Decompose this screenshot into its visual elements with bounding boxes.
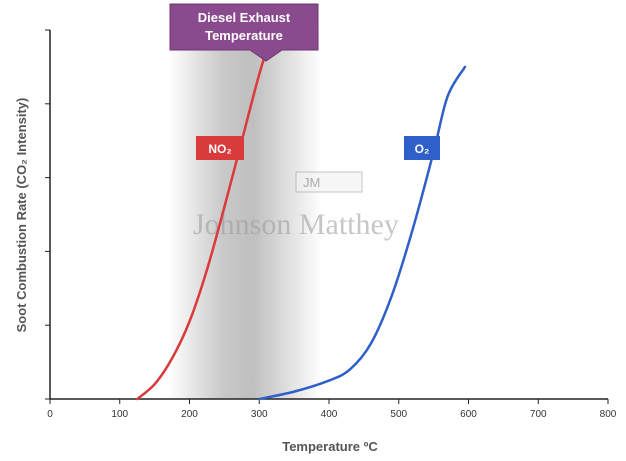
series-layer <box>135 28 467 401</box>
x-tick-label-100: 100 <box>111 409 128 420</box>
x-tick-label-200: 200 <box>181 409 198 420</box>
exhaust-temperature-band <box>168 28 323 399</box>
o2-badge-label: O₂ <box>415 142 430 156</box>
o2-series-badge: O₂ <box>404 136 440 160</box>
watermark-logo-text: JM <box>303 175 320 190</box>
x-tick-label-800: 800 <box>600 409 617 420</box>
x-tick-label-400: 400 <box>321 409 338 420</box>
no2-series-badge: NO₂ <box>196 136 244 160</box>
banner-label-line-2: Temperature <box>205 28 283 43</box>
series-line-1 <box>258 65 467 401</box>
diesel-exhaust-banner: Diesel Exhaust Temperature <box>169 3 319 62</box>
x-ticks: 0 100 200 300 400 500 600 700 800 <box>47 399 617 420</box>
x-tick-label-700: 700 <box>530 409 547 420</box>
banner-shape <box>169 3 319 62</box>
banner-label-line-1: Diesel Exhaust <box>198 10 291 25</box>
y-ticks <box>45 29 50 400</box>
y-axis-title: Soot Combustion Rate (CO₂ Intensity) <box>14 98 29 333</box>
x-axis-title: Temperature ºC <box>282 439 378 454</box>
series-line-0 <box>135 28 275 401</box>
x-tick-label-600: 600 <box>460 409 477 420</box>
x-tick-label-0: 0 <box>47 409 53 420</box>
x-tick-label-500: 500 <box>390 409 407 420</box>
watermark-company-text: Johnson Matthey <box>193 208 399 241</box>
x-tick-label-300: 300 <box>251 409 268 420</box>
no2-badge-label: NO₂ <box>208 142 231 156</box>
johnson-matthey-watermark: JM Johnson Matthey <box>193 171 399 241</box>
